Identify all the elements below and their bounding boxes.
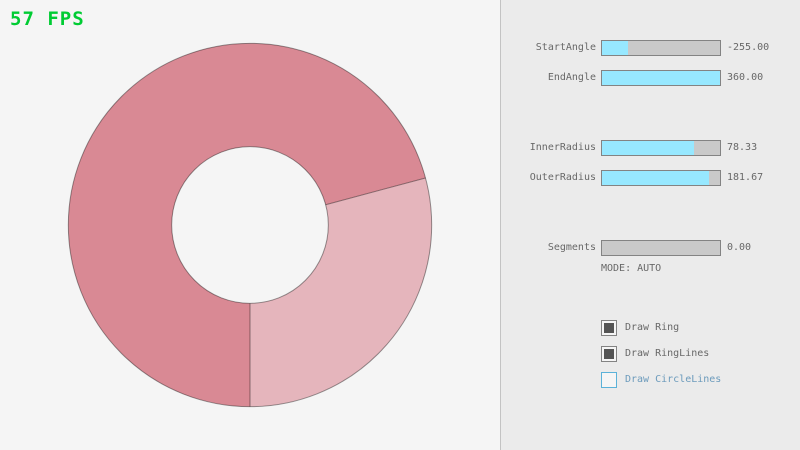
slider-label-inner-radius: InnerRadius: [529, 142, 596, 153]
mode-label: MODE: AUTO: [601, 263, 662, 274]
checkbox-box[interactable]: [601, 346, 617, 362]
checkbox-box[interactable]: [601, 320, 617, 336]
slider-label-outer-radius: OuterRadius: [529, 172, 596, 183]
check-icon: [604, 323, 614, 333]
checkbox-box[interactable]: [601, 372, 617, 388]
slider-value-outer-radius: 181.67: [727, 172, 764, 183]
slider-label-end-angle: EndAngle: [547, 72, 596, 83]
slider-fill: [602, 171, 710, 185]
fps-counter: 57 FPS: [10, 8, 85, 30]
slider-segments[interactable]: [601, 240, 721, 256]
slider-row-outer-radius: OuterRadius 181.67: [501, 170, 800, 186]
slider-row-end-angle: EndAngle 360.00: [501, 70, 800, 86]
slider-value-end-angle: 360.00: [727, 72, 764, 83]
checkbox-draw-ringlines[interactable]: Draw RingLines: [601, 346, 781, 362]
slider-row-segments: Segments 0.00: [501, 240, 800, 256]
slider-label-segments: Segments: [547, 242, 596, 253]
slider-inner-radius[interactable]: [601, 140, 721, 156]
slider-value-segments: 0.00: [727, 242, 752, 253]
slider-start-angle[interactable]: [601, 40, 721, 56]
checkbox-draw-circlelines[interactable]: Draw CircleLines: [601, 372, 781, 388]
slider-fill: [602, 41, 628, 55]
slider-row-inner-radius: InnerRadius 78.33: [501, 140, 800, 156]
checkbox-draw-ring[interactable]: Draw Ring: [601, 320, 781, 336]
checkbox-label-draw-ring: Draw Ring: [625, 322, 680, 333]
slider-label-start-angle: StartAngle: [535, 42, 596, 53]
slider-row-start-angle: StartAngle -255.00: [501, 40, 800, 56]
slider-fill: [602, 141, 695, 155]
control-panel: StartAngle -255.00 EndAngle 360.00 Inner…: [500, 0, 800, 450]
slider-value-inner-radius: 78.33: [727, 142, 758, 153]
checkbox-label-draw-ringlines: Draw RingLines: [625, 348, 710, 359]
slider-end-angle[interactable]: [601, 70, 721, 86]
slider-value-start-angle: -255.00: [727, 42, 770, 53]
ring-graphic: [67, 42, 433, 408]
slider-fill: [602, 71, 720, 85]
check-icon: [604, 349, 614, 359]
slider-outer-radius[interactable]: [601, 170, 721, 186]
checkbox-label-draw-circlelines: Draw CircleLines: [625, 374, 722, 385]
